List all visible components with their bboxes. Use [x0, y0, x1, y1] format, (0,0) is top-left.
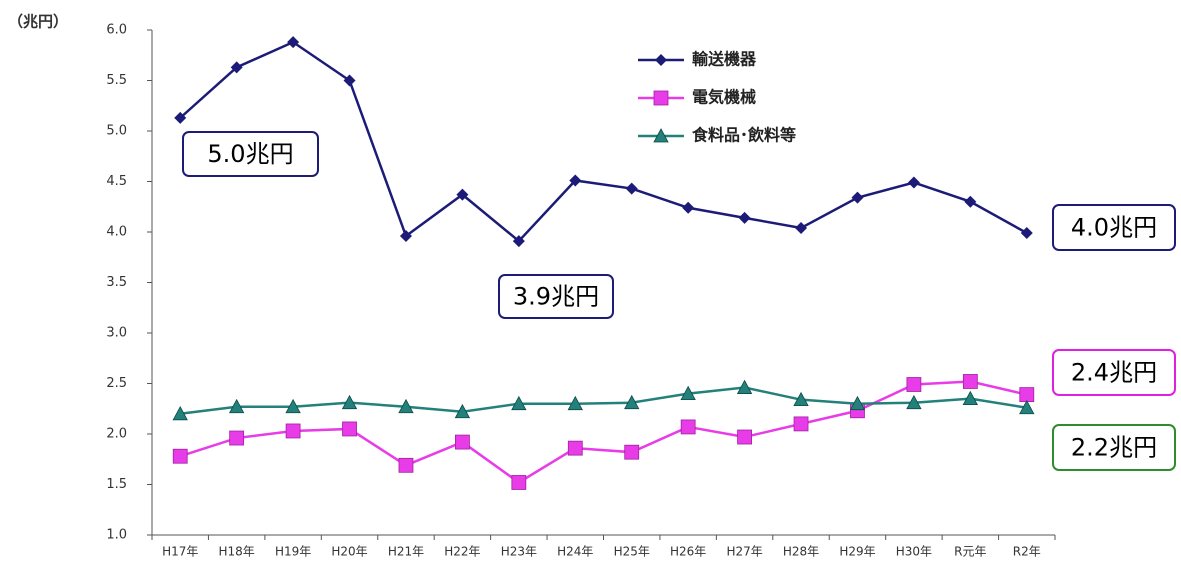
series-line: [179, 40, 1028, 243]
x-tick-label: H22年: [444, 545, 480, 559]
point: [172, 405, 188, 421]
point: [229, 430, 245, 446]
point: [793, 416, 809, 432]
annotation: 4.0兆円: [1071, 214, 1157, 242]
point: [851, 191, 864, 204]
point: [906, 377, 922, 392]
point: [398, 398, 414, 414]
y-tick-label: 4.5: [106, 174, 127, 189]
point: [736, 379, 753, 394]
point: [511, 475, 527, 490]
legend-label: 輸送機器: [692, 50, 757, 69]
point: [454, 403, 471, 419]
point: [625, 182, 638, 195]
annotation-box: [182, 131, 319, 177]
point: [569, 174, 582, 187]
x-tick-label: H17年: [162, 545, 198, 559]
point: [172, 448, 188, 464]
point: [1019, 399, 1035, 415]
point: [567, 440, 583, 456]
point: [567, 395, 583, 411]
point: [795, 221, 808, 234]
point: [849, 395, 866, 411]
annotation-box: [1052, 204, 1176, 251]
x-tick-label: H28年: [783, 545, 819, 559]
series-line: [180, 386, 1027, 416]
y-tick-label: 4.0: [106, 225, 127, 240]
point: [680, 385, 696, 400]
series-line: [179, 380, 1028, 484]
x-tick-label: H29年: [839, 545, 875, 559]
point: [455, 434, 470, 450]
x-tick-label: R2年: [1013, 545, 1041, 559]
annotation-box: [1052, 349, 1176, 396]
x-tick-label: H30年: [896, 545, 932, 559]
point: [737, 429, 752, 445]
x-tick-label: H25年: [614, 545, 650, 559]
point: [1020, 227, 1033, 240]
x-tick-label: H23年: [501, 545, 537, 559]
legend-label: 電気機械: [692, 88, 756, 107]
annotation: 2.4兆円: [1071, 359, 1157, 387]
x-tick-label: H27年: [726, 545, 762, 559]
point: [511, 395, 527, 411]
x-tick-label: H18年: [219, 545, 255, 559]
legend-label: 食料品･飲料等: [691, 126, 796, 145]
point: [285, 398, 301, 414]
point: [287, 36, 300, 49]
point: [398, 457, 414, 473]
point: [793, 391, 809, 407]
x-tick-label: H19年: [275, 545, 311, 559]
x-tick-label: H20年: [331, 545, 367, 559]
point: [456, 188, 469, 201]
y-tick-label: 1.5: [106, 477, 127, 492]
point: [680, 419, 696, 435]
point: [624, 394, 640, 410]
y-tick-label: 3.5: [106, 275, 127, 290]
x-tick-label: H26年: [670, 545, 706, 559]
point: [343, 74, 356, 87]
annotation-box: [498, 274, 614, 319]
y-tick-label: 2.5: [106, 376, 127, 391]
legend-marker: [653, 128, 669, 143]
point: [174, 111, 187, 124]
point: [682, 201, 695, 214]
y-unit: （兆円）: [8, 13, 68, 31]
y-tick-label: 2.0: [106, 427, 127, 442]
legend-marker: [653, 90, 669, 106]
y-tick-label: 3.0: [106, 326, 127, 341]
point: [907, 176, 920, 189]
point: [230, 61, 243, 74]
y-tick-label: 5.5: [106, 73, 127, 88]
y-tick-label: 6.0: [106, 23, 127, 38]
point: [342, 421, 357, 437]
point: [962, 390, 979, 406]
point: [512, 235, 525, 248]
x-tick-label: H24年: [557, 545, 593, 559]
y-tick-label: 1.0: [106, 528, 127, 543]
point: [624, 444, 640, 460]
point: [964, 195, 977, 208]
point: [228, 398, 245, 414]
point: [1019, 387, 1035, 403]
y-tick-label: 5.0: [106, 124, 127, 139]
annotation: 2.2兆円: [1071, 434, 1157, 462]
x-tick-label: R元年: [954, 545, 986, 559]
x-tick-label: H21年: [388, 545, 424, 559]
point: [285, 423, 301, 439]
annotation: 5.0兆円: [207, 140, 293, 168]
point: [341, 394, 358, 410]
point: [962, 374, 978, 389]
legend-marker: [655, 54, 667, 66]
annotation: 3.9兆円: [513, 283, 599, 311]
point: [906, 394, 922, 410]
point: [399, 230, 412, 243]
annotation-box: [1052, 424, 1176, 471]
point: [738, 211, 751, 224]
